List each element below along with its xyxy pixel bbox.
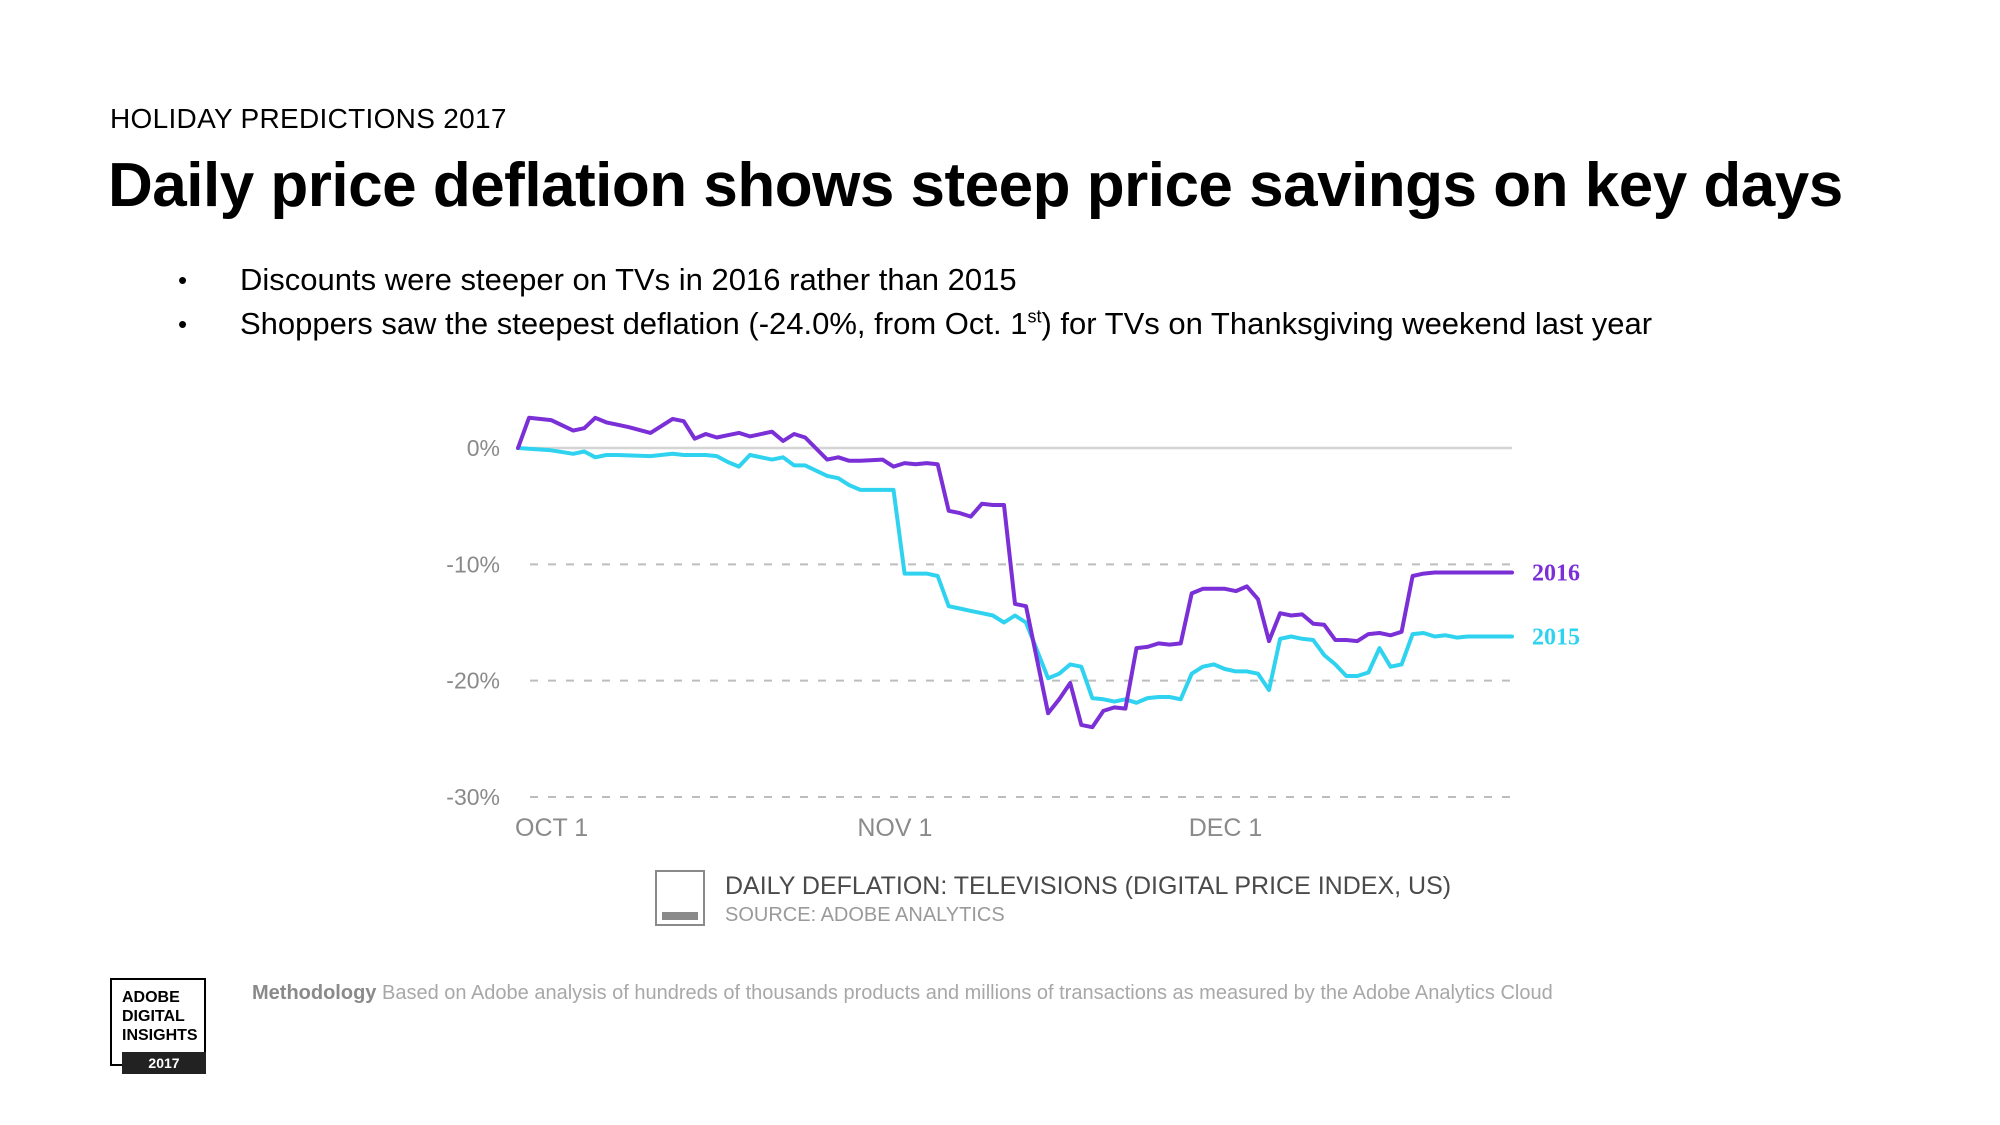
slide-kicker: HOLIDAY PREDICTIONS 2017 <box>110 103 507 134</box>
bullet-text-before: Shoppers saw the steepest deflation (-24… <box>240 306 1028 341</box>
y-tick-label: -20% <box>446 668 500 694</box>
bullet-text: Discounts were steeper on TVs in 2016 ra… <box>240 262 1017 297</box>
chart-caption-source: SOURCE: ADOBE ANALYTICS <box>725 904 1005 926</box>
bullet-list: • Discounts were steeper on TVs in 2016 … <box>178 258 1652 346</box>
logo-year: 2017 <box>122 1052 206 1074</box>
series-line-2016 <box>516 415 1514 730</box>
series-label-2016: 2016 <box>1532 560 1580 586</box>
methodology-text: Based on Adobe analysis of hundreds of t… <box>382 982 1553 1004</box>
y-tick-label: -30% <box>446 784 500 810</box>
bullet-dot: • <box>178 309 188 339</box>
bullet-text-after: ) for TVs on Thanksgiving weekend last y… <box>1041 306 1653 341</box>
bullet-item: • Shoppers saw the steepest deflation (-… <box>178 302 1652 346</box>
adobe-digital-insights-badge-icon <box>655 870 705 926</box>
x-tick-label: OCT 1 <box>515 814 588 842</box>
bullet-superscript: st <box>1027 306 1042 327</box>
bullet-dot: • <box>178 265 188 295</box>
logo-line-2: DIGITAL <box>122 1008 185 1025</box>
chart-caption-title: DAILY DEFLATION: TELEVISIONS (DIGITAL PR… <box>725 872 1452 900</box>
methodology-note: Methodology Based on Adobe analysis of h… <box>252 982 1553 1005</box>
slide-title: Daily price deflation shows steep price … <box>108 151 1843 220</box>
logo-line-1: ADOBE <box>122 989 180 1006</box>
x-tick-label: DEC 1 <box>1189 814 1263 842</box>
y-tick-label: 0% <box>467 435 500 461</box>
bullet-item: • Discounts were steeper on TVs in 2016 … <box>178 258 1652 302</box>
methodology-label: Methodology <box>252 982 377 1004</box>
series-line-2015 <box>516 446 1514 705</box>
x-tick-label: NOV 1 <box>857 814 932 842</box>
series-label-2015: 2015 <box>1532 624 1580 650</box>
y-tick-label: -10% <box>446 551 500 577</box>
adobe-digital-insights-logo: ADOBE DIGITAL INSIGHTS 2017 <box>110 978 206 1078</box>
logo-line-3: INSIGHTS <box>122 1027 198 1044</box>
